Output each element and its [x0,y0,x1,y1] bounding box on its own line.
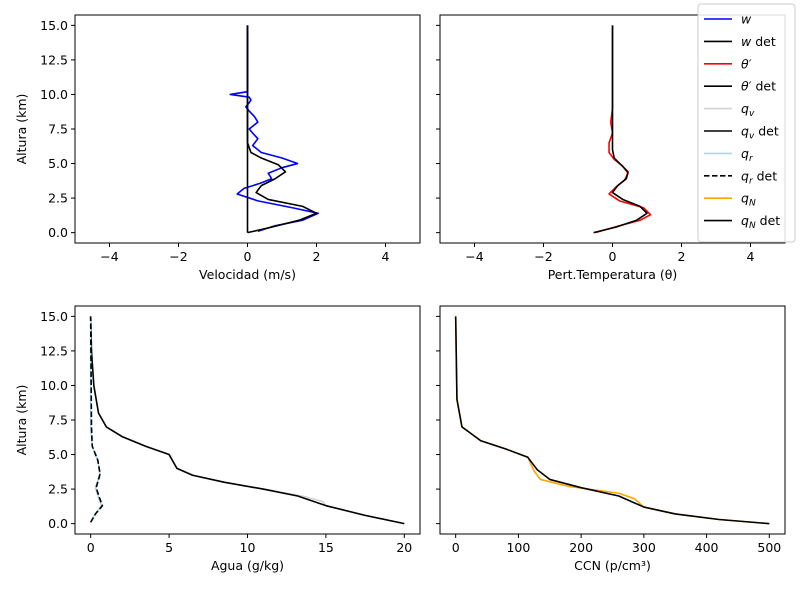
legend-label: qr [741,146,754,164]
x-tick-label: 500 [757,540,781,555]
y-tick-label: 7.5 [48,413,68,428]
x-tick-label: 4 [382,249,390,264]
panel-2: −4 −2 0 2 4 Pert.Temperatura (θ) [436,14,786,282]
x-tick-label: −4 [465,249,483,264]
series-line-0-0 [229,25,320,233]
y-tick-label: 12.5 [40,52,68,67]
x-tick-label: 100 [506,540,530,555]
x-tick-label: 0 [87,540,95,555]
series-group [89,316,405,525]
series-line-2-0 [89,316,405,525]
panel-4: 0 100 200 300 400 500 CCN (p/cm³) [436,305,786,573]
x-tick-label: 10 [240,540,256,555]
y-tick-label: 7.5 [48,122,68,137]
y-tick-label: 2.5 [48,191,68,206]
x-tick-label: −4 [100,249,118,264]
x-axis-label: Agua (g/kg) [211,558,284,573]
x-tick-label: 0 [244,249,252,264]
x-tick-label: 200 [569,540,593,555]
panel-1: −4 −2 0 2 4 0.0 2.5 5.0 7.5 10.0 12.5 15.0 Velocidad… [14,14,421,282]
series-line-1-1 [593,25,648,234]
y-axis-label: Altura (km) [14,94,29,165]
legend-label: qv det [741,124,779,142]
axes-frame [74,305,421,535]
series-group [454,316,770,525]
x-tick-label: −2 [534,249,552,264]
series-line-3-0 [454,316,770,525]
x-tick-label: 5 [165,540,173,555]
x-tick-label: −2 [169,249,187,264]
y-tick-label: 10.0 [40,87,68,102]
series-line-3-1 [454,316,770,525]
legend-label: qr det [741,168,777,186]
legend: w w det θ′ θ′ det qv qv det qr qr det qN qN det [697,3,796,243]
x-axis-label: Velocidad (m/s) [199,267,296,282]
axes-frame [439,305,786,535]
x-tick-label: 400 [695,540,719,555]
y-tick-label: 15.0 [40,309,68,324]
y-tick-label: 5.0 [48,156,68,171]
y-axis-label: Altura (km) [14,385,29,456]
y-tick-label: 0.0 [48,516,68,531]
legend-label: qN det [741,213,780,231]
legend-label: qv [741,101,755,119]
y-tick-label: 2.5 [48,482,68,497]
series-line-2-1 [89,316,405,525]
x-tick-label: 15 [318,540,334,555]
panel-3: 0 5 10 15 20 0.0 2.5 5.0 7.5 10.0 12.5 15.0 Agua (g/… [14,305,421,573]
legend-label: qN [741,191,756,209]
y-tick-label: 10.0 [40,378,68,393]
x-tick-label: 4 [747,249,755,264]
x-tick-label: 2 [678,249,686,264]
legend-label: θ′ [741,56,752,71]
x-axis-label: Pert.Temperatura (θ) [548,267,678,282]
series-group [593,25,652,234]
y-tick-label: 0.0 [48,225,68,240]
series-line-1-0 [595,25,652,234]
x-tick-label: 0 [609,249,617,264]
x-tick-label: 2 [313,249,321,264]
y-tick-label: 12.5 [40,343,68,358]
x-tick-label: 0 [452,540,460,555]
x-tick-label: 20 [396,540,412,555]
series-line-2-3 [89,316,104,523]
series-line-2-2 [89,316,103,523]
y-tick-label: 15.0 [40,18,68,33]
x-tick-label: 300 [632,540,656,555]
legend-label: w [741,12,752,27]
series-group [229,25,320,234]
x-axis-label: CCN (p/cm³) [574,558,651,573]
legend-label: w det [741,34,776,49]
legend-label: θ′ det [741,79,776,94]
y-tick-label: 5.0 [48,447,68,462]
